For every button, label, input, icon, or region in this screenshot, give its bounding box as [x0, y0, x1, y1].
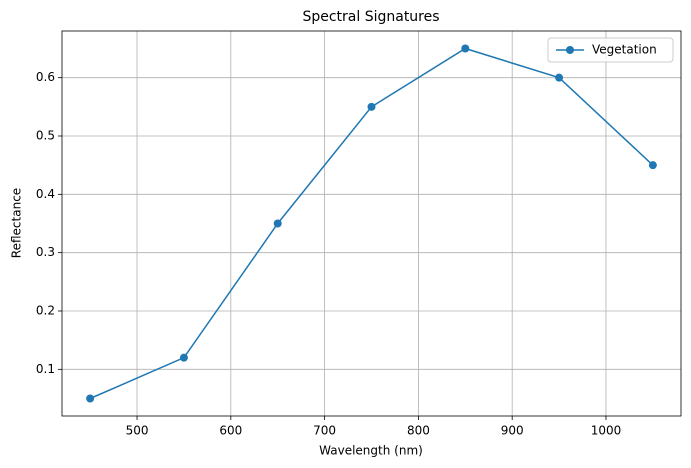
x-axis-label: Wavelength (nm) [319, 444, 423, 458]
x-tick-label: 900 [501, 424, 524, 438]
legend: Vegetation [547, 37, 674, 63]
x-tick-label: 1000 [591, 424, 622, 438]
data-point [179, 353, 188, 362]
data-point [461, 44, 470, 53]
y-tick-label: 0.3 [36, 245, 55, 259]
data-point [555, 73, 564, 82]
chart-title: Spectral Signatures [302, 9, 439, 25]
series-line [89, 47, 654, 400]
legend-box [547, 37, 674, 63]
y-tick-label: 0.6 [36, 70, 55, 84]
y-axis-label: Reflectance [10, 188, 24, 258]
x-tick-label: 700 [313, 424, 336, 438]
x-tick-label: 600 [219, 424, 242, 438]
plot-frame [61, 30, 682, 417]
y-tick-label: 0.4 [36, 187, 55, 201]
y-tick-label: 0.1 [36, 362, 55, 376]
legend-marker [566, 46, 574, 54]
x-tick-label: 500 [126, 424, 149, 438]
data-point [273, 219, 282, 228]
legend-label: Vegetation [592, 43, 657, 57]
data-point [648, 161, 657, 170]
data-point [86, 394, 95, 403]
y-tick-label: 0.2 [36, 304, 55, 318]
x-tick-label: 800 [407, 424, 430, 438]
y-tick-label: 0.5 [36, 129, 55, 143]
data-point [367, 102, 376, 111]
